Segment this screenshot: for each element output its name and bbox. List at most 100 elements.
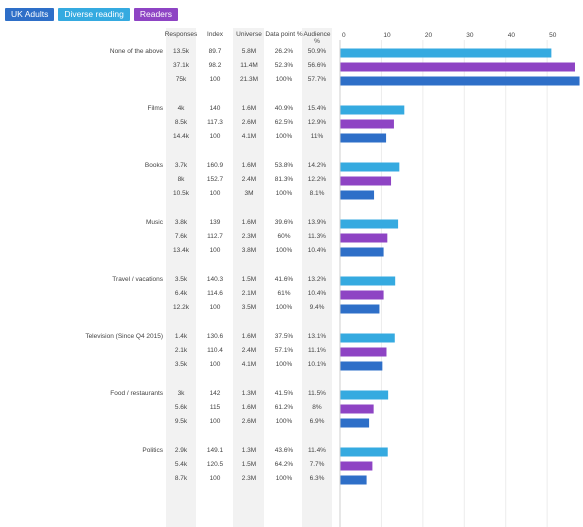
table-cell-responses: 14.4k: [173, 133, 189, 140]
table-cell-responses: 5.6k: [174, 404, 188, 411]
table-cell-data-point: 37.5%: [274, 333, 294, 340]
table-cell-audience: 11.4%: [308, 447, 326, 454]
table-cell-audience: 13.1%: [307, 333, 327, 340]
bar-uk-adults[interactable]: [340, 76, 580, 86]
column-header-audience[interactable]: Audience %: [303, 31, 331, 45]
bar-readers[interactable]: [340, 176, 392, 186]
bar-readers[interactable]: [340, 233, 388, 243]
legend-uk-adults[interactable]: UK Adults: [5, 8, 55, 21]
bar-diverse-reading[interactable]: [340, 162, 400, 172]
table-cell-responses: 75k: [175, 76, 187, 83]
x-tick-label: 40: [508, 32, 516, 39]
column-header-data-point[interactable]: Data point %: [265, 31, 303, 38]
table-cell-index: 140: [209, 105, 221, 112]
table-cell-data-point: 41.5%: [274, 390, 294, 397]
column-header-responses[interactable]: Responses: [164, 31, 198, 38]
bar-uk-adults[interactable]: [340, 133, 387, 143]
bar-readers[interactable]: [340, 119, 394, 129]
bar-diverse-reading[interactable]: [340, 219, 399, 229]
table-cell-responses: 7.6k: [174, 233, 188, 240]
bar-diverse-reading[interactable]: [340, 105, 405, 115]
table-cell-data-point: 100%: [275, 190, 293, 197]
bar-uk-adults[interactable]: [340, 475, 367, 485]
table-cell-audience: 8%: [312, 404, 322, 411]
table-cell-universe: 2.1M: [241, 290, 257, 297]
x-tick-label: 50: [549, 32, 557, 39]
bar-uk-adults[interactable]: [340, 304, 380, 314]
table-cell-index: 114.6: [207, 290, 223, 297]
table-cell-data-point: 100%: [275, 475, 293, 482]
table-cell-index: 117.3: [207, 119, 223, 126]
column-bg-universe: [233, 28, 264, 527]
table-cell-responses: 2.9k: [174, 447, 188, 454]
group-label: Food / restaurants: [110, 390, 163, 397]
table-cell-universe: 2.6M: [241, 119, 257, 126]
bar-uk-adults[interactable]: [340, 247, 384, 257]
table-cell-index: 100: [209, 247, 221, 254]
table-cell-audience: 10.1%: [307, 361, 327, 368]
table-cell-data-point: 100%: [275, 361, 293, 368]
bar-readers[interactable]: [340, 404, 374, 414]
bar-uk-adults[interactable]: [340, 418, 370, 428]
table-cell-index: 120.5: [206, 461, 224, 468]
group-label: Television (Since Q4 2015): [85, 333, 163, 340]
bar-diverse-reading[interactable]: [340, 390, 389, 400]
table-cell-responses: 10.5k: [173, 190, 189, 197]
table-cell-universe: 1.5M: [241, 461, 257, 468]
table-cell-universe: 11.4M: [240, 62, 258, 69]
table-cell-universe: 2.3M: [241, 475, 257, 482]
table-cell-audience: 50.9%: [307, 48, 327, 55]
table-cell-universe: 1.6M: [241, 333, 257, 340]
table-cell-audience: 13.9%: [307, 219, 327, 226]
table-cell-audience: 10.4%: [307, 247, 327, 254]
table-cell-data-point: 62.5%: [274, 119, 294, 126]
table-cell-responses: 3k: [177, 390, 185, 397]
table-cell-responses: 6.4k: [174, 290, 188, 297]
table-cell-data-point: 26.2%: [274, 48, 294, 55]
table-cell-responses: 3.8k: [174, 219, 188, 226]
group-label: Films: [147, 105, 163, 112]
legend-readers[interactable]: Readers: [133, 8, 178, 21]
bar-diverse-reading[interactable]: [340, 447, 388, 457]
column-header-universe[interactable]: Universe: [236, 31, 262, 38]
bar-diverse-reading[interactable]: [340, 333, 395, 343]
table-cell-responses: 3.5k: [174, 276, 188, 283]
bar-uk-adults[interactable]: [340, 361, 383, 371]
bar-readers[interactable]: [340, 290, 384, 300]
legend-diverse-reading[interactable]: Diverse reading: [58, 8, 130, 21]
bar-diverse-reading[interactable]: [340, 276, 396, 286]
table-cell-audience: 10.4%: [307, 290, 327, 297]
table-cell-index: 100: [209, 76, 221, 83]
table-cell-universe: 3M: [244, 190, 254, 197]
table-cell-responses: 3.5k: [174, 361, 188, 368]
table-cell-universe: 1.5M: [241, 276, 257, 283]
table-cell-index: 139: [209, 219, 221, 226]
table-cell-audience: 57.7%: [307, 76, 327, 83]
table-cell-responses: 12.2k: [173, 304, 189, 311]
bar-diverse-reading[interactable]: [340, 48, 552, 58]
bar-uk-adults[interactable]: [340, 190, 375, 200]
table-cell-index: 100: [209, 304, 221, 311]
table-cell-data-point: 64.2%: [274, 461, 294, 468]
bar-readers[interactable]: [340, 347, 387, 357]
bar-readers[interactable]: [340, 62, 575, 72]
table-cell-universe: 1.6M: [241, 162, 257, 169]
x-tick-label: 10: [383, 32, 391, 39]
table-cell-audience: 6.3%: [309, 475, 325, 482]
column-bg-responses: [166, 28, 196, 527]
table-cell-data-point: 43.6%: [274, 447, 294, 454]
table-cell-responses: 1.4k: [174, 333, 188, 340]
group-label: None of the above: [109, 48, 163, 55]
table-cell-universe: 2.3M: [241, 233, 257, 240]
table-cell-responses: 2.1k: [174, 347, 188, 354]
group-label: Music: [146, 219, 163, 226]
table-cell-data-point: 57.1%: [274, 347, 294, 354]
table-cell-responses: 37.1k: [173, 62, 189, 69]
table-cell-index: 152.7: [206, 176, 224, 183]
column-header-index[interactable]: Index: [207, 31, 223, 38]
table-cell-data-point: 100%: [275, 133, 293, 140]
table-cell-index: 110.4: [207, 347, 223, 354]
table-cell-index: 98.2: [208, 62, 222, 69]
bar-readers[interactable]: [340, 461, 373, 471]
